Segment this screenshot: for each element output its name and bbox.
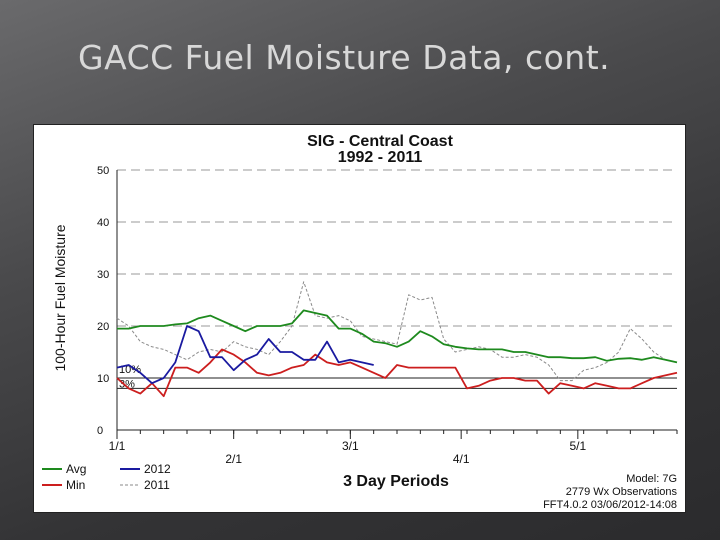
x-tick-label: 2/1 xyxy=(225,452,242,466)
y-axis-label: 100-Hour Fuel Moisture xyxy=(52,224,68,371)
reference-label: 3% xyxy=(119,378,135,390)
series-line-2011 xyxy=(116,281,678,382)
series-line-avg xyxy=(117,309,678,364)
legend-label: 2011 xyxy=(144,478,170,492)
x-axis-label: 3 Day Periods xyxy=(343,473,449,490)
series-line-2012 xyxy=(116,325,374,385)
y-tick-label: 50 xyxy=(97,165,109,177)
y-tick-label: 20 xyxy=(97,321,109,333)
chart-title: SIG - Central Coast xyxy=(307,133,453,150)
legend-label: Min xyxy=(66,478,85,492)
y-tick-label: 10 xyxy=(97,373,109,385)
y-tick-label: 30 xyxy=(97,269,109,281)
chart-subtitle: 1992 - 2011 xyxy=(338,149,423,166)
footnote-observations: 2779 Wx Observations xyxy=(566,486,678,498)
legend-label: Avg xyxy=(66,462,86,476)
legend-label: 2012 xyxy=(144,462,171,476)
footnote-model: Model: 7G xyxy=(626,473,677,485)
y-tick-label: 0 xyxy=(97,425,103,437)
footnote-version: FFT4.0.2 03/06/2012-14:08 xyxy=(543,499,677,511)
x-tick-label: 1/1 xyxy=(109,439,126,453)
y-tick-label: 40 xyxy=(97,217,109,229)
fuel-moisture-chart: SIG - Central Coast 1992 - 2011 100-Hour… xyxy=(42,133,678,511)
series-line-min xyxy=(116,348,678,398)
x-tick-label: 4/1 xyxy=(453,452,470,466)
reference-label: 10% xyxy=(119,364,141,376)
x-tick-label: 3/1 xyxy=(342,439,359,453)
slide-title: GACC Fuel Moisture Data, cont. xyxy=(78,38,611,77)
chart-frame: SIG - Central Coast 1992 - 2011 100-Hour… xyxy=(33,124,686,513)
x-tick-label: 5/1 xyxy=(569,439,586,453)
